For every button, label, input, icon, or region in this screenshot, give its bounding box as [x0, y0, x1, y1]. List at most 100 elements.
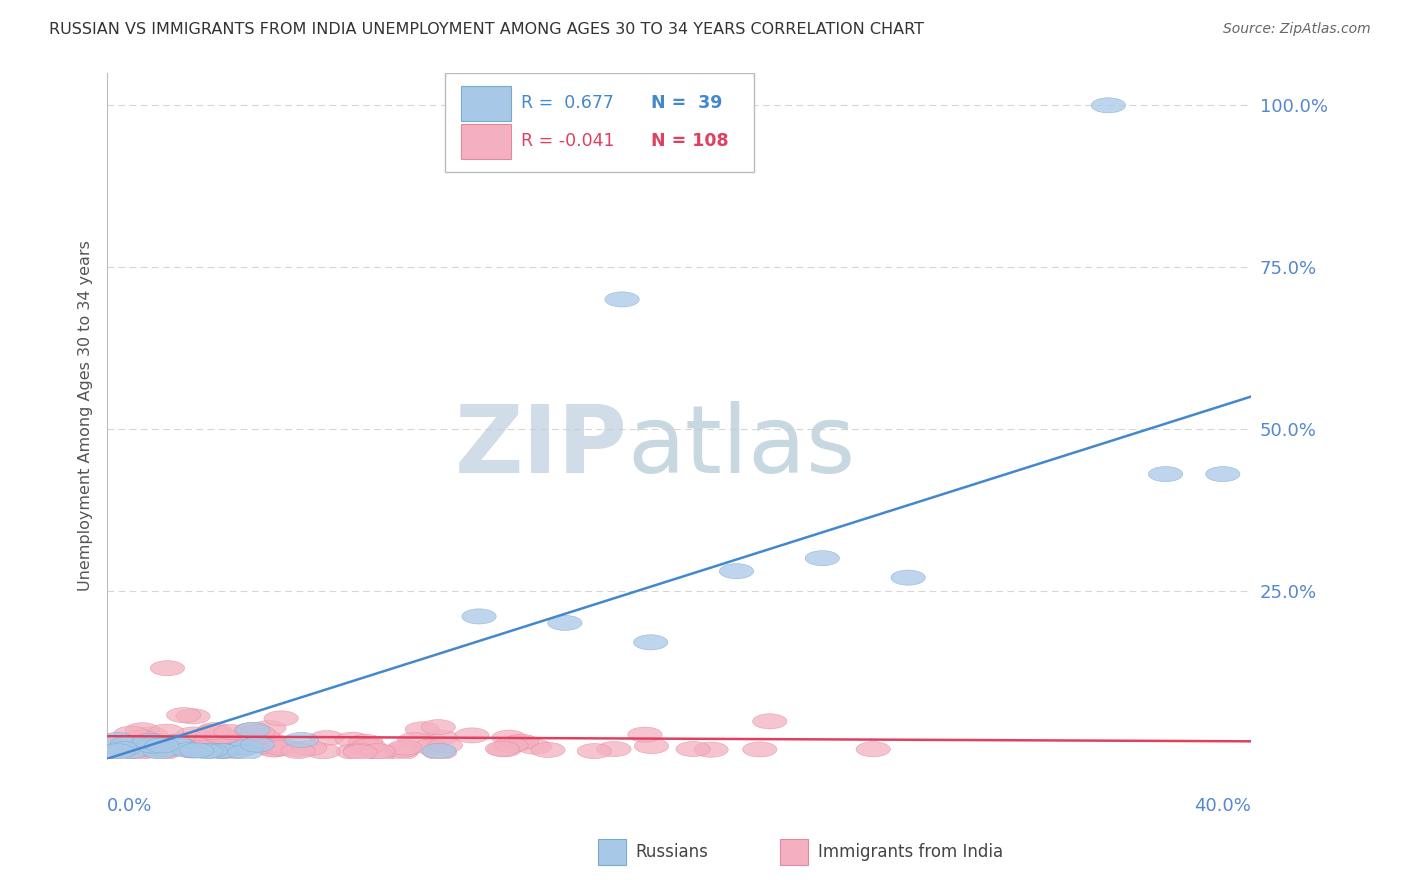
Ellipse shape	[454, 728, 489, 743]
Ellipse shape	[205, 729, 239, 744]
Ellipse shape	[335, 732, 370, 747]
Ellipse shape	[176, 743, 209, 758]
Ellipse shape	[309, 731, 344, 746]
Ellipse shape	[149, 739, 184, 755]
Ellipse shape	[891, 570, 925, 585]
Ellipse shape	[240, 737, 274, 752]
Text: atlas: atlas	[628, 401, 856, 492]
Ellipse shape	[163, 739, 197, 754]
Ellipse shape	[190, 738, 225, 753]
Ellipse shape	[148, 742, 181, 757]
Ellipse shape	[360, 744, 395, 759]
Ellipse shape	[166, 707, 201, 723]
Text: 40.0%: 40.0%	[1195, 797, 1251, 814]
Ellipse shape	[219, 739, 254, 755]
Ellipse shape	[134, 727, 167, 742]
Ellipse shape	[166, 736, 200, 751]
Ellipse shape	[195, 724, 231, 739]
Ellipse shape	[214, 724, 249, 739]
Ellipse shape	[413, 739, 447, 755]
Ellipse shape	[120, 735, 153, 750]
Ellipse shape	[548, 615, 582, 631]
Ellipse shape	[204, 739, 238, 754]
Ellipse shape	[252, 737, 285, 751]
Ellipse shape	[176, 709, 209, 724]
Text: 0.0%: 0.0%	[107, 797, 152, 814]
Ellipse shape	[132, 733, 167, 748]
Ellipse shape	[125, 723, 159, 738]
Ellipse shape	[136, 737, 170, 752]
Ellipse shape	[176, 742, 211, 757]
Ellipse shape	[264, 711, 298, 726]
Ellipse shape	[184, 740, 218, 756]
FancyBboxPatch shape	[444, 73, 754, 172]
Ellipse shape	[531, 742, 565, 757]
Ellipse shape	[263, 738, 297, 753]
Ellipse shape	[384, 745, 419, 760]
Ellipse shape	[628, 727, 662, 742]
Ellipse shape	[129, 740, 163, 756]
Ellipse shape	[1149, 467, 1182, 482]
Ellipse shape	[221, 742, 256, 757]
Ellipse shape	[742, 742, 778, 757]
Ellipse shape	[257, 741, 291, 756]
Text: RUSSIAN VS IMMIGRANTS FROM INDIA UNEMPLOYMENT AMONG AGES 30 TO 34 YEARS CORRELAT: RUSSIAN VS IMMIGRANTS FROM INDIA UNEMPLO…	[49, 22, 924, 37]
FancyBboxPatch shape	[461, 86, 510, 121]
Ellipse shape	[125, 739, 160, 754]
Ellipse shape	[429, 738, 463, 753]
Ellipse shape	[197, 723, 232, 738]
Ellipse shape	[129, 736, 163, 751]
Ellipse shape	[336, 744, 370, 759]
Ellipse shape	[385, 742, 420, 757]
Ellipse shape	[132, 735, 167, 750]
Ellipse shape	[349, 734, 382, 749]
Ellipse shape	[240, 725, 274, 739]
Ellipse shape	[148, 744, 181, 759]
Ellipse shape	[97, 744, 132, 759]
Text: R = -0.041: R = -0.041	[522, 132, 614, 150]
Ellipse shape	[1205, 467, 1240, 482]
Ellipse shape	[124, 741, 157, 756]
Ellipse shape	[215, 745, 249, 760]
FancyBboxPatch shape	[461, 124, 510, 159]
Ellipse shape	[152, 740, 187, 756]
Ellipse shape	[193, 743, 228, 758]
Ellipse shape	[166, 739, 200, 754]
Ellipse shape	[218, 738, 253, 753]
Ellipse shape	[153, 742, 187, 757]
Ellipse shape	[346, 740, 381, 756]
Ellipse shape	[204, 743, 238, 758]
Ellipse shape	[405, 722, 440, 737]
Ellipse shape	[150, 661, 184, 676]
Ellipse shape	[494, 738, 529, 753]
Text: Source: ZipAtlas.com: Source: ZipAtlas.com	[1223, 22, 1371, 37]
Ellipse shape	[752, 714, 787, 729]
Ellipse shape	[281, 743, 315, 758]
Ellipse shape	[502, 735, 536, 750]
Ellipse shape	[363, 745, 398, 760]
Ellipse shape	[122, 745, 157, 760]
Ellipse shape	[488, 742, 522, 757]
Ellipse shape	[596, 741, 631, 756]
Ellipse shape	[205, 743, 239, 758]
Ellipse shape	[252, 732, 285, 747]
Ellipse shape	[145, 738, 179, 753]
Ellipse shape	[343, 745, 377, 760]
Ellipse shape	[634, 635, 668, 650]
Ellipse shape	[806, 550, 839, 566]
Ellipse shape	[228, 745, 263, 760]
Ellipse shape	[517, 739, 551, 755]
Ellipse shape	[233, 723, 269, 738]
Text: Russians: Russians	[636, 843, 709, 861]
Ellipse shape	[398, 732, 432, 747]
Ellipse shape	[221, 739, 254, 755]
Ellipse shape	[576, 744, 612, 759]
Ellipse shape	[136, 738, 170, 753]
Ellipse shape	[110, 736, 145, 751]
Ellipse shape	[349, 739, 384, 755]
Ellipse shape	[121, 744, 155, 759]
Ellipse shape	[485, 741, 520, 756]
Ellipse shape	[263, 740, 298, 756]
Ellipse shape	[229, 739, 263, 755]
Ellipse shape	[172, 742, 207, 757]
